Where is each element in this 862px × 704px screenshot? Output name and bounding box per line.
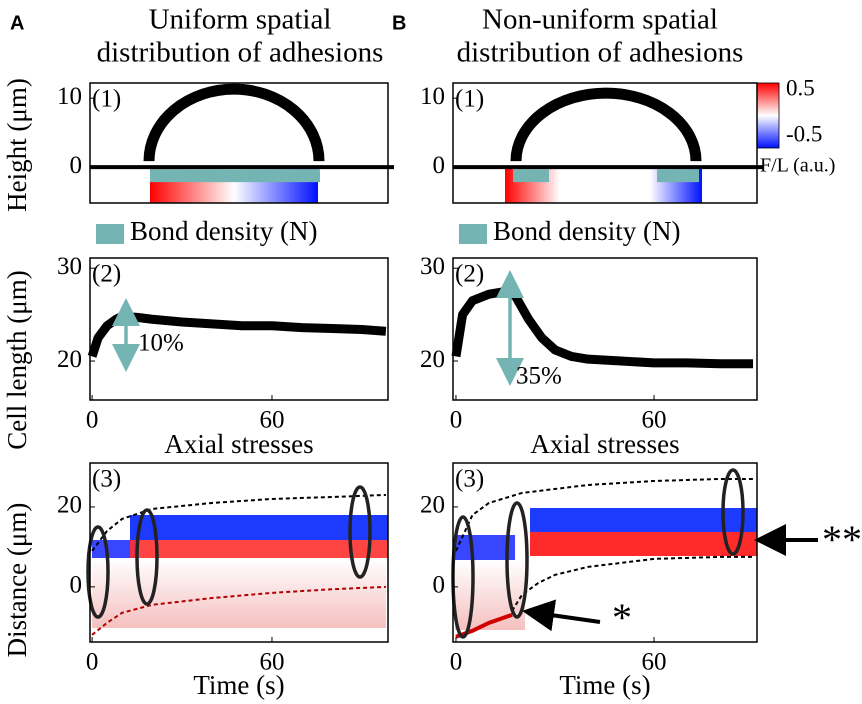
y-tick-label: 10	[57, 83, 82, 110]
x-tick-label: 0	[86, 649, 99, 676]
cell-length-line	[87, 311, 387, 358]
annotation: 10%	[138, 330, 184, 357]
panel-title: Axial stresses	[530, 429, 679, 459]
stress-band	[92, 540, 136, 558]
y-tick-label: 0	[70, 152, 83, 179]
legend-swatch	[96, 224, 124, 244]
column-title: distribution of adhesions	[457, 37, 744, 69]
y-tick-label: 0	[433, 152, 446, 179]
x-axis-label: Time (s)	[559, 670, 650, 700]
y-axis-label: Distance (μm)	[2, 503, 32, 658]
highlight-ellipse	[86, 525, 110, 619]
legend-label: Bond density (N)	[130, 216, 317, 246]
plot-frame	[89, 82, 389, 204]
x-axis-label: Time (s)	[193, 670, 284, 700]
colorbar-label: F/L (a.u.)	[760, 155, 835, 177]
x-tick-label: 0	[450, 407, 463, 434]
bond-density-bar	[657, 169, 699, 183]
panel: 10%	[87, 298, 387, 372]
panel-title: Axial stresses	[164, 429, 313, 459]
stress-band	[455, 535, 515, 560]
stress-band	[530, 532, 757, 556]
y-tick-label: 10	[420, 83, 445, 110]
highlight-ellipse	[505, 501, 529, 619]
plot-frame	[452, 462, 758, 643]
annotation: **	[822, 517, 862, 562]
panel	[86, 485, 388, 636]
plot-frame	[452, 82, 758, 204]
column-title: Non-uniform spatial	[482, 4, 718, 36]
cell-outline	[143, 83, 325, 162]
panel-number: (2)	[455, 261, 484, 288]
boundary-line	[91, 585, 386, 636]
y-axis-label: Height (μm)	[2, 78, 32, 212]
column-title: Uniform spatial	[149, 4, 332, 36]
colorbar-tick: -0.5	[786, 121, 822, 146]
panel-letter: A	[10, 12, 24, 34]
panel-number: (3)	[92, 466, 121, 493]
boundary-line	[91, 493, 386, 552]
stress-band	[130, 515, 388, 540]
y-tick-label: 20	[420, 492, 445, 519]
panel-number: (1)	[455, 86, 484, 113]
y-tick-label: 20	[420, 346, 445, 373]
highlight-ellipse	[135, 508, 159, 606]
legend-swatch	[459, 224, 487, 244]
boundary-line	[455, 612, 513, 639]
panel: Bond density (N) 0.5 -0.5 F/L (a.u.)	[453, 75, 835, 246]
y-tick-label: 20	[57, 492, 82, 519]
y-tick-label: 0	[70, 572, 83, 599]
highlight-ellipse	[348, 485, 372, 579]
bond-density-bar	[150, 169, 320, 183]
y-tick-label: 30	[57, 253, 82, 280]
x-tick-label: 0	[450, 649, 463, 676]
x-tick-label: 0	[86, 407, 99, 434]
plot-frame	[452, 257, 758, 401]
stress-band	[530, 508, 757, 532]
x-tick-label: 60	[642, 407, 667, 434]
panel-letter: B	[392, 12, 406, 34]
stress-band	[455, 560, 525, 630]
x-tick-label: 60	[642, 649, 667, 676]
cell-outline	[510, 87, 702, 162]
y-tick-label: 0	[433, 572, 446, 599]
boundary-line	[511, 555, 754, 612]
legend-label: Bond density (N)	[493, 216, 680, 246]
panel: 35%	[451, 270, 754, 390]
annotation-arrow	[522, 599, 601, 632]
panel-number: (2)	[92, 261, 121, 288]
annotation: *	[612, 595, 632, 640]
plot-frame	[89, 462, 389, 643]
panel-number: (1)	[92, 86, 121, 113]
highlight-ellipse	[721, 468, 745, 556]
y-axis-label: Cell length (μm)	[2, 270, 32, 449]
plot-frame	[89, 257, 389, 401]
column-title: distribution of adhesions	[97, 37, 384, 69]
colorbar-tick: 0.5	[786, 75, 815, 100]
annotation: 35%	[516, 363, 562, 390]
panel: Bond density (N)	[90, 83, 394, 246]
x-tick-label: 60	[259, 407, 284, 434]
panel-number: (3)	[455, 466, 484, 493]
y-tick-label: 20	[57, 346, 82, 373]
x-tick-label: 60	[259, 649, 284, 676]
panel: ***	[451, 468, 862, 640]
cell-length-line	[451, 286, 754, 369]
stress-band	[130, 540, 388, 558]
colorbar	[756, 82, 780, 149]
y-tick-label: 30	[420, 253, 445, 280]
boundary-line	[455, 477, 754, 552]
bond-density-bar	[513, 169, 549, 183]
